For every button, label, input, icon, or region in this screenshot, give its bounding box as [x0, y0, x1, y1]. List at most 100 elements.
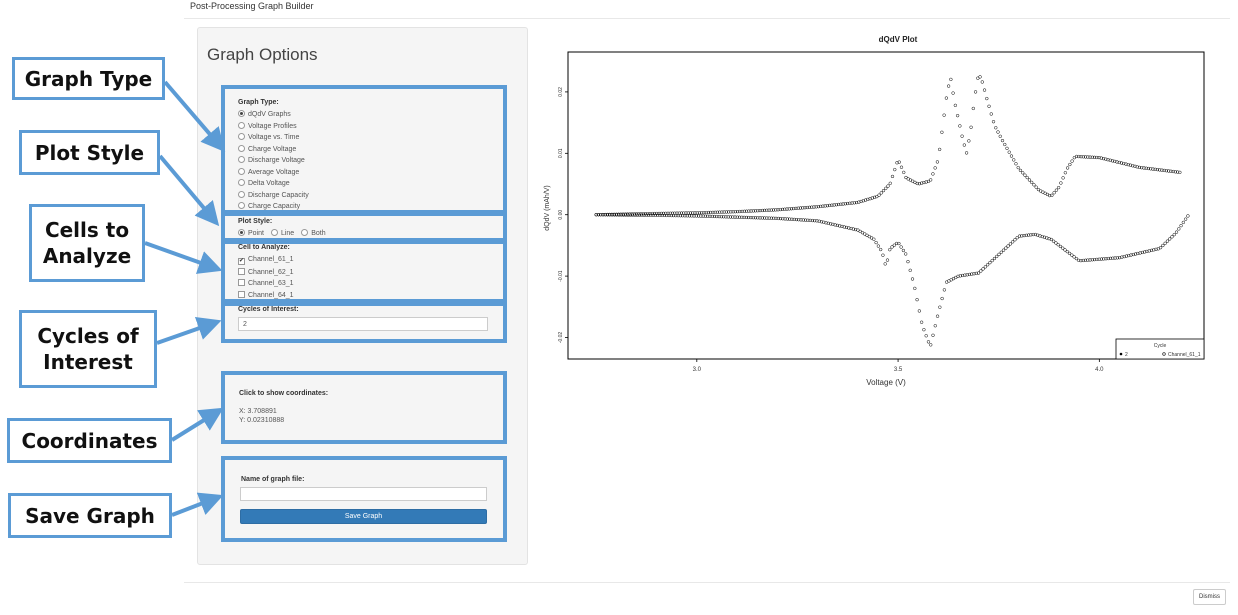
- dqdv-plot[interactable]: dQdV Plot 3.0 3.5 4.0 -0.02 -0.01 0.00 0.01 0.…: [538, 30, 1228, 395]
- radio-button[interactable]: [238, 144, 245, 152]
- graph-type-option[interactable]: Charge Voltage: [238, 144, 296, 153]
- discharge-point: [610, 213, 614, 217]
- radio-button[interactable]: [270, 229, 278, 236]
- checkbox[interactable]: [238, 267, 245, 275]
- graph-file-name-input[interactable]: [240, 487, 487, 501]
- graph-type-option[interactable]: dQdV Graphs: [238, 110, 291, 118]
- charge-point: [973, 90, 978, 94]
- discharge-point: [719, 215, 724, 219]
- charge-point: [1099, 156, 1103, 160]
- discharge-point: [699, 214, 703, 218]
- graph-type-option[interactable]: Charge Capacity: [238, 202, 300, 210]
- discharge-point: [1061, 246, 1065, 250]
- charge-point: [720, 210, 724, 214]
- charge-point: [989, 112, 993, 116]
- charge-point: [1108, 158, 1112, 162]
- plot-canvas[interactable]: dQdV Plot 3.0 3.5 4.0 -0.02 -0.01 0.00 0.01 0.…: [538, 30, 1228, 390]
- discharge-point: [733, 215, 737, 219]
- graph-type-label: Graph Type:: [238, 99, 279, 106]
- discharge-point: [1056, 243, 1060, 247]
- radio-button[interactable]: [238, 121, 245, 129]
- discharge-point: [922, 328, 926, 332]
- legend-box: [1115, 338, 1205, 360]
- cell-option[interactable]: Channel_63_1: [238, 279, 294, 287]
- cell-option[interactable]: Channel_64_1: [238, 290, 294, 299]
- radio-button[interactable]: [238, 110, 245, 117]
- charge-point: [1144, 166, 1148, 170]
- charge-point: [946, 84, 951, 88]
- discharge-point: [1006, 244, 1010, 248]
- graph-type-option[interactable]: Discharge Capacity: [238, 190, 309, 199]
- x-axis: 3.0 3.5 4.0: [693, 359, 1104, 373]
- y-tick-label: 0.02: [558, 87, 564, 97]
- plot-style-option[interactable]: Both: [301, 229, 326, 237]
- graph-type-option[interactable]: Discharge Voltage: [238, 156, 305, 164]
- discharge-point: [658, 213, 662, 218]
- charge-point: [1000, 138, 1005, 143]
- checkbox[interactable]: ✔: [238, 258, 245, 265]
- plot-style-option-label: Both: [311, 230, 326, 237]
- discharge-point: [1008, 242, 1013, 246]
- callout-save-graph: Save Graph: [8, 493, 172, 538]
- cycles-input[interactable]: [238, 317, 488, 331]
- checkbox[interactable]: [238, 290, 245, 298]
- radio-button[interactable]: [238, 133, 245, 140]
- charge-point: [1050, 193, 1054, 197]
- discharge-point: [872, 237, 876, 241]
- discharge-point: [883, 262, 887, 266]
- discharge-point: [960, 273, 965, 278]
- discharge-point: [687, 214, 692, 218]
- cell-option[interactable]: Channel_62_1: [238, 267, 294, 276]
- charge-point: [1164, 169, 1169, 173]
- discharge-point: [710, 214, 714, 219]
- cell-option-label: Channel_64_1: [248, 291, 294, 299]
- charge-point: [1128, 163, 1133, 167]
- discharge-point: [988, 261, 992, 265]
- charge-point: [854, 200, 859, 205]
- charge-point: [996, 130, 1000, 134]
- discharge-point: [633, 213, 637, 217]
- discharge-point: [1163, 241, 1167, 245]
- charge-point: [807, 205, 812, 210]
- charge-point: [1092, 155, 1097, 160]
- checkbox[interactable]: [238, 279, 245, 286]
- discharge-point: [701, 214, 705, 218]
- plot-style-option[interactable]: Line: [270, 229, 294, 237]
- save-graph-button[interactable]: Save Graph: [240, 509, 487, 524]
- cell-option[interactable]: ✔ Channel_61_1: [238, 256, 294, 265]
- charge-point: [1054, 188, 1059, 192]
- discharge-point: [1145, 249, 1149, 254]
- radio-button[interactable]: [238, 202, 245, 209]
- radio-button[interactable]: [238, 229, 245, 236]
- dismiss-button[interactable]: Dismiss: [1193, 589, 1226, 605]
- charge-point: [1021, 171, 1025, 175]
- radio-button[interactable]: [238, 167, 245, 175]
- graph-type-option[interactable]: Average Voltage: [238, 167, 299, 176]
- graph-type-option[interactable]: Voltage vs. Time: [238, 133, 299, 141]
- radio-button[interactable]: [301, 229, 309, 236]
- discharge-point: [890, 245, 894, 249]
- radio-button[interactable]: [238, 190, 245, 198]
- charge-point: [796, 206, 800, 210]
- graph-options-panel: Graph Options: [197, 27, 528, 565]
- discharge-point: [735, 215, 739, 219]
- graph-type-option[interactable]: Delta Voltage: [238, 179, 290, 187]
- discharge-point: [1152, 248, 1156, 252]
- charge-point: [845, 201, 850, 206]
- charge-point: [1025, 175, 1029, 180]
- discharge-point: [1092, 257, 1097, 262]
- plot-style-option[interactable]: Point: [238, 229, 264, 237]
- charge-point: [1149, 167, 1153, 171]
- charge-point: [1083, 155, 1088, 159]
- graph-type-option[interactable]: Voltage Profiles: [238, 121, 297, 130]
- charge-point: [803, 206, 807, 210]
- charge-point: [1137, 165, 1142, 170]
- charge-point: [960, 134, 964, 138]
- discharge-point: [605, 213, 610, 217]
- discharge-point: [797, 218, 801, 222]
- charge-point: [1119, 161, 1124, 165]
- radio-button[interactable]: [238, 179, 245, 186]
- charge-point: [982, 88, 987, 92]
- plot-style-option-label: Point: [248, 230, 264, 237]
- radio-button[interactable]: [238, 156, 245, 163]
